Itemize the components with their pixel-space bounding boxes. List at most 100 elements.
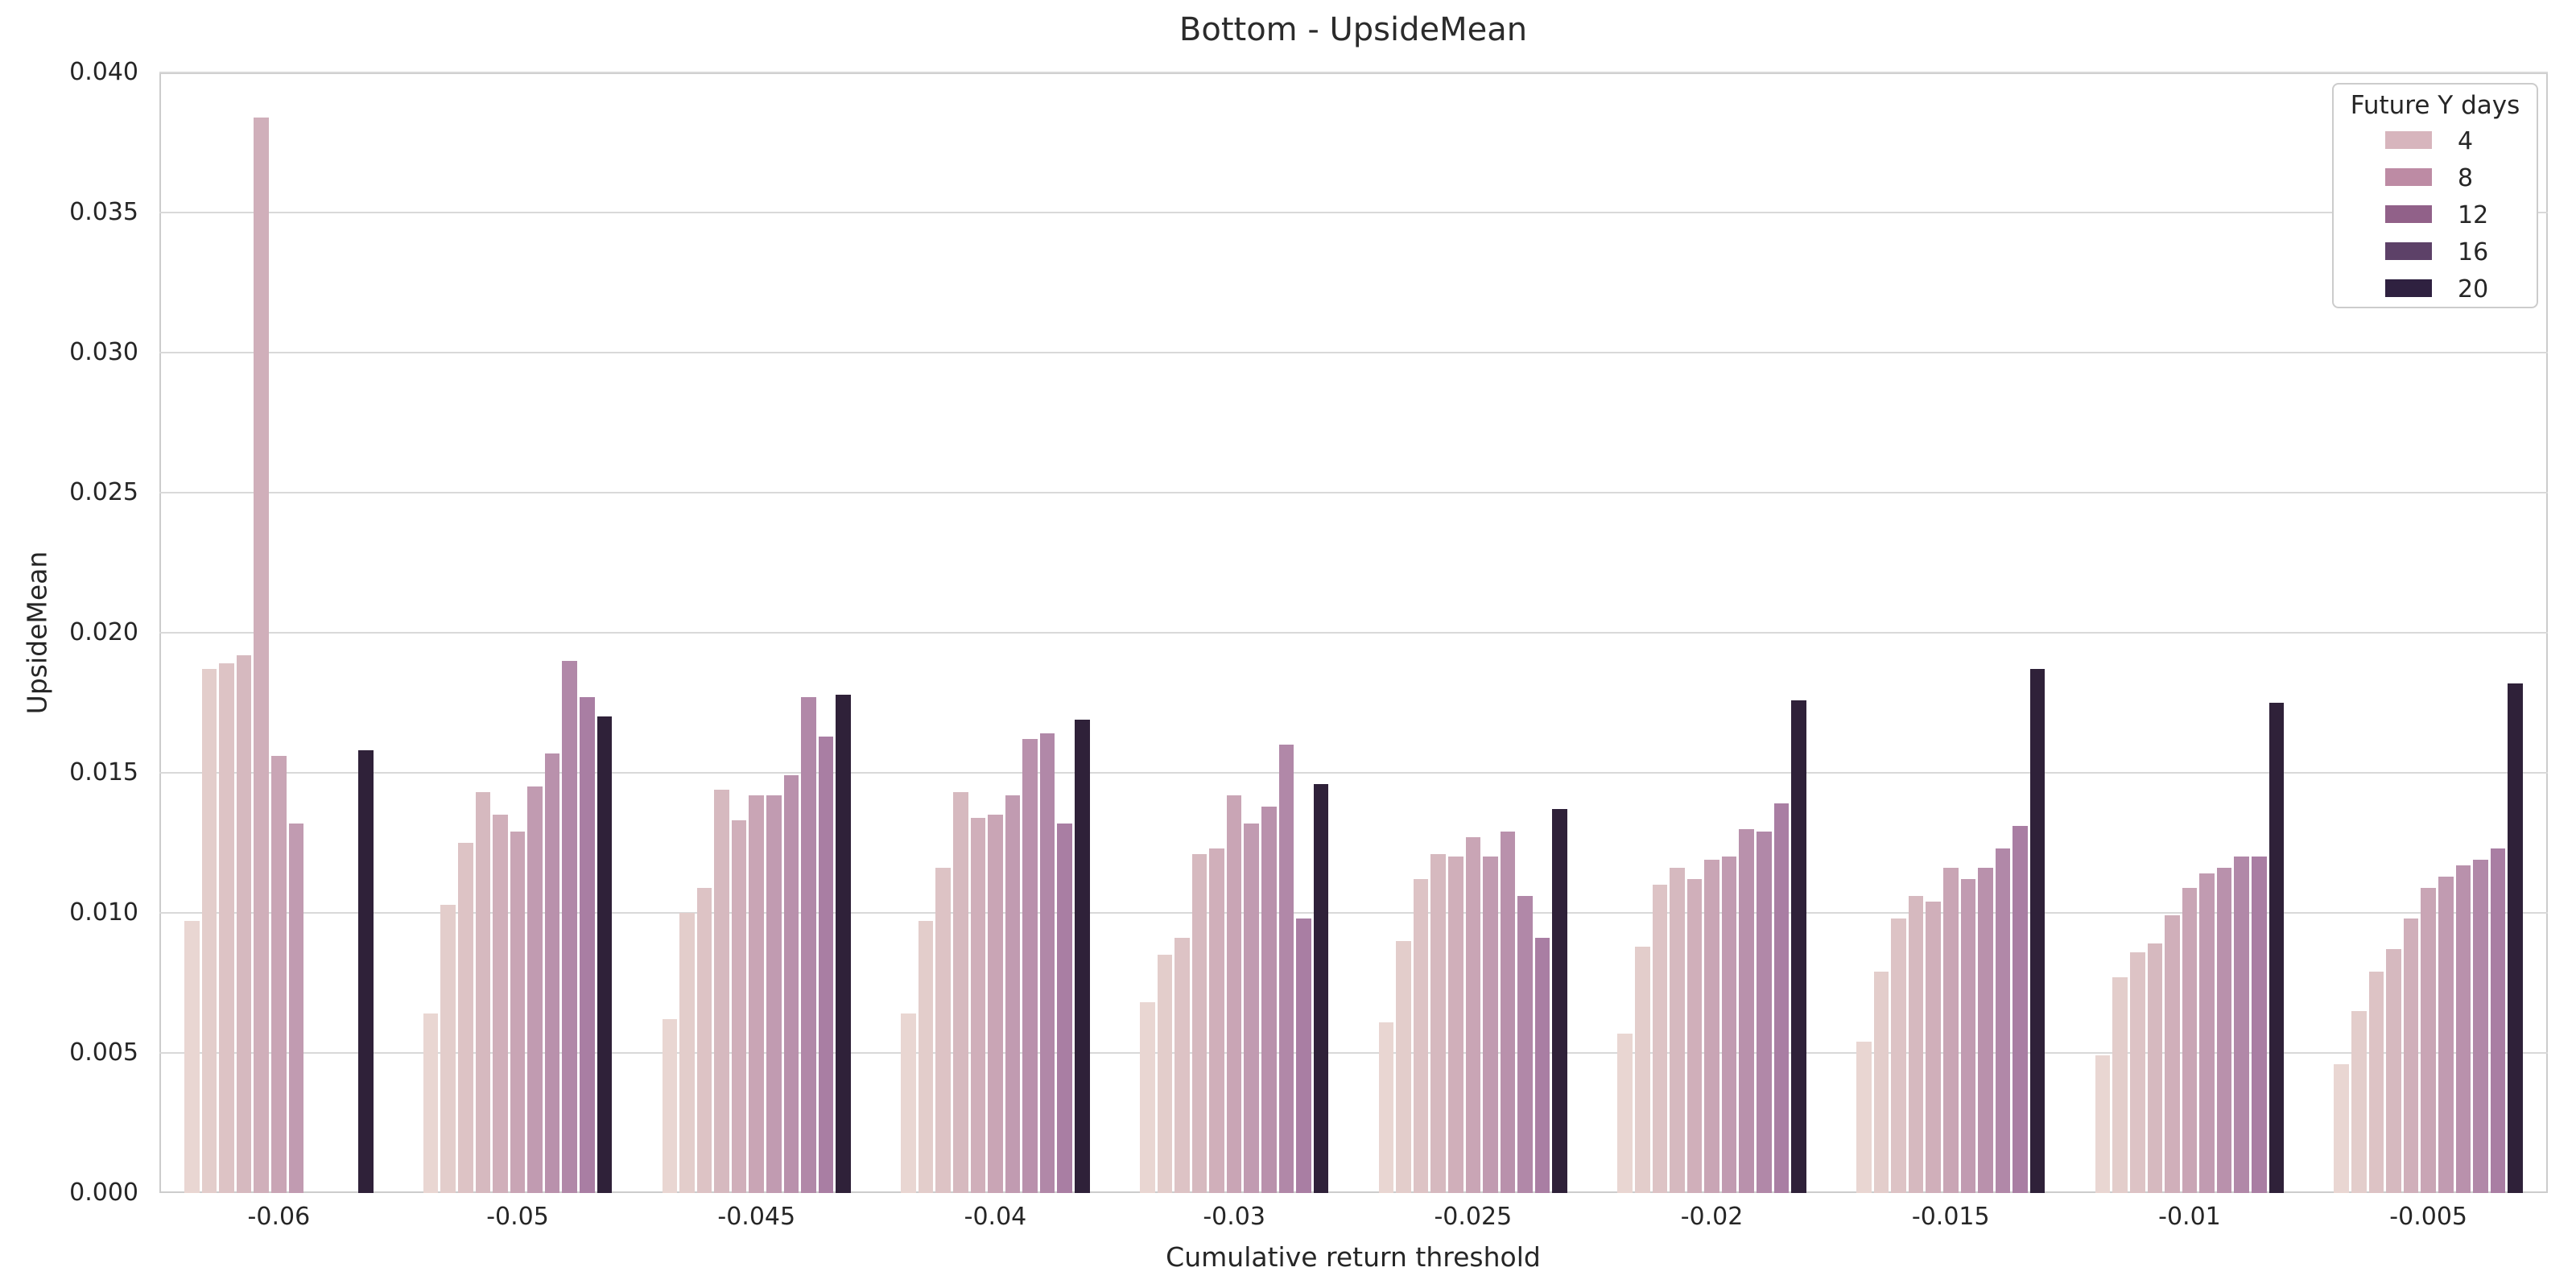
bar <box>2013 826 2028 1193</box>
x-tick-label: -0.06 <box>247 1203 311 1231</box>
bar <box>2386 949 2401 1193</box>
bar <box>423 1013 439 1193</box>
bar <box>440 904 456 1193</box>
legend-title: Future Y days <box>2350 91 2520 120</box>
bar <box>2165 915 2180 1193</box>
bar <box>988 815 1003 1193</box>
bar <box>679 913 695 1193</box>
bar <box>918 921 934 1193</box>
legend-entry-label: 16 <box>2458 238 2489 266</box>
bar <box>1773 803 1790 1193</box>
bar <box>935 868 951 1193</box>
y-tick-label: 0.025 <box>69 478 138 506</box>
bar <box>1960 879 1976 1193</box>
bar <box>2334 1063 2350 1193</box>
bar <box>1226 795 1242 1193</box>
bar <box>2182 887 2198 1193</box>
x-axis-label: Cumulative return threshold <box>1166 1241 1541 1273</box>
bar <box>1552 809 1568 1193</box>
bar <box>2473 859 2488 1193</box>
bar <box>254 117 270 1193</box>
bar <box>493 815 508 1193</box>
legend-swatch <box>2385 279 2432 297</box>
bar <box>1791 700 1806 1193</box>
bar <box>1005 795 1021 1193</box>
bar <box>1926 902 1941 1193</box>
bar <box>1652 885 1668 1193</box>
bar <box>1413 879 1429 1193</box>
gridline <box>159 352 2548 353</box>
bar <box>1209 848 1224 1193</box>
bar <box>2490 848 2506 1193</box>
bar <box>1856 1042 1872 1193</box>
bar <box>1942 868 1959 1193</box>
bar <box>766 795 782 1193</box>
bar <box>714 789 729 1193</box>
bar <box>1378 1022 1394 1193</box>
bar <box>2129 952 2145 1193</box>
gridline <box>159 1052 2548 1054</box>
bar <box>1534 938 1550 1193</box>
bar <box>2029 669 2046 1193</box>
legend-entry-label: 12 <box>2458 201 2489 229</box>
bar <box>201 669 217 1193</box>
bar <box>970 817 986 1193</box>
bar <box>2251 857 2267 1193</box>
bar <box>2368 972 2384 1193</box>
legend: Future Y days 4 8 12 16 20 <box>2332 83 2538 308</box>
bar <box>1191 853 1208 1193</box>
legend-entry-label: 20 <box>2458 275 2489 303</box>
bar <box>1278 745 1294 1193</box>
bar <box>1261 806 1277 1193</box>
x-tick-label: -0.025 <box>1434 1203 1513 1231</box>
x-tick-label: -0.045 <box>717 1203 796 1231</box>
bar <box>2438 876 2454 1193</box>
bar <box>2199 873 2215 1193</box>
bar <box>1500 832 1516 1193</box>
bar <box>1704 859 1719 1193</box>
legend-entry-label: 8 <box>2458 164 2474 192</box>
bar <box>1465 837 1481 1193</box>
y-tick-label: 0.030 <box>69 338 138 366</box>
y-tick-label: 0.020 <box>69 618 138 646</box>
bar <box>1139 1002 1155 1193</box>
bar <box>597 716 613 1193</box>
bar <box>271 756 287 1193</box>
bar <box>562 660 578 1193</box>
bar <box>2112 977 2128 1193</box>
bar <box>544 753 560 1193</box>
gridline <box>159 912 2548 914</box>
bar <box>527 786 543 1193</box>
y-tick-label: 0.015 <box>69 758 138 786</box>
bar <box>2095 1055 2111 1193</box>
bar <box>1244 823 1260 1193</box>
bar <box>357 750 374 1193</box>
bar <box>1908 896 1924 1193</box>
bar <box>510 832 526 1193</box>
legend-swatch <box>2385 205 2432 223</box>
y-tick-label: 0.040 <box>69 58 138 86</box>
bar <box>818 736 834 1193</box>
bar <box>458 843 473 1193</box>
bar <box>662 1019 678 1193</box>
bar <box>1891 918 1906 1193</box>
bar <box>1978 868 1993 1193</box>
bar <box>184 921 200 1193</box>
legend-swatch <box>2385 168 2432 186</box>
gridline <box>159 212 2548 213</box>
bar <box>2268 703 2285 1193</box>
bar <box>580 697 595 1193</box>
bar <box>1483 857 1498 1193</box>
x-tick-label: -0.02 <box>1680 1203 1744 1231</box>
y-tick-label: 0.010 <box>69 898 138 927</box>
y-tick-label: 0.035 <box>69 198 138 226</box>
gridline <box>159 492 2548 493</box>
x-tick-label: -0.01 <box>2158 1203 2221 1231</box>
bar <box>1313 783 1329 1193</box>
bar <box>749 795 765 1193</box>
y-tick-label: 0.000 <box>69 1179 138 1207</box>
chart-title: Bottom - UpsideMean <box>1179 11 1528 48</box>
bar <box>1995 848 2011 1193</box>
bar <box>1873 972 1889 1193</box>
